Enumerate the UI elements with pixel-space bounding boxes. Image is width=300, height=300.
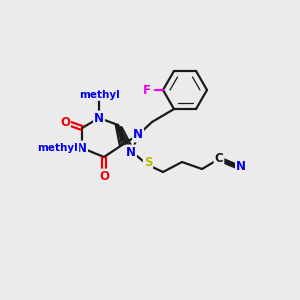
Text: methyl: methyl: [38, 143, 78, 153]
Text: N: N: [133, 128, 143, 142]
Text: S: S: [144, 157, 152, 169]
Text: N: N: [126, 146, 136, 158]
Text: N: N: [236, 160, 246, 172]
Text: F: F: [143, 83, 151, 97]
Text: methyl: methyl: [79, 90, 119, 100]
Text: N: N: [77, 142, 87, 154]
Text: O: O: [99, 169, 109, 182]
Text: C: C: [214, 152, 224, 166]
Text: N: N: [94, 112, 104, 124]
Text: O: O: [60, 116, 70, 128]
